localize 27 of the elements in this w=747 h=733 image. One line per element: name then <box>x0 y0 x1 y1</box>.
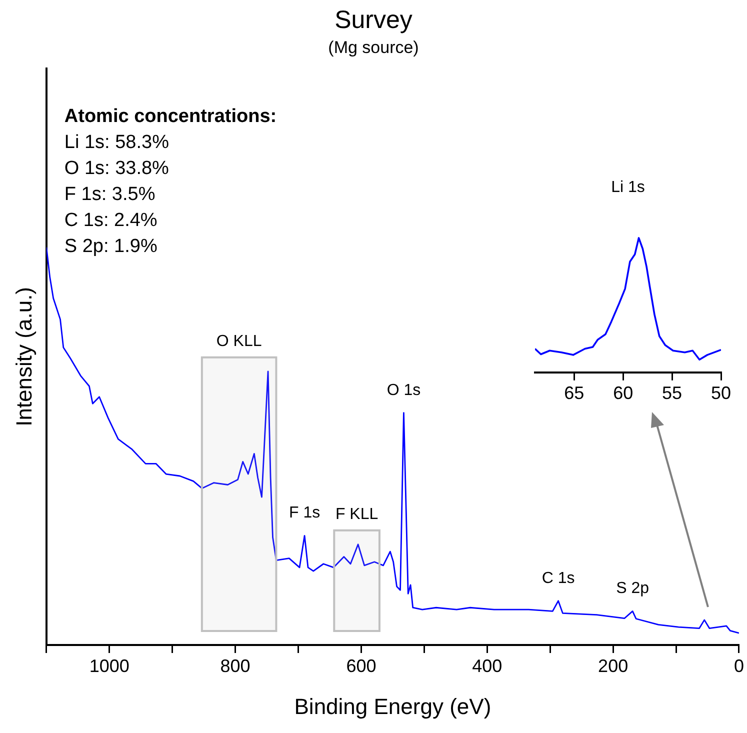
chart-subtitle: (Mg source) <box>328 38 419 57</box>
annotation: F 1s <box>288 504 320 522</box>
x-tick-label: 1000 <box>89 656 130 676</box>
annotation: C 1s <box>542 570 575 587</box>
x-tick-label: 200 <box>598 656 628 676</box>
text: O 1s: 33.8% <box>64 158 170 179</box>
text: F 1s: 3.5% <box>64 184 156 205</box>
band-label: O KLL <box>216 332 262 350</box>
x-tick-label: 60 <box>613 383 634 404</box>
x-tick-label: 0 <box>734 656 744 676</box>
band-label: F KLL <box>335 506 378 523</box>
text: Li 1s: 58.3% <box>64 132 170 153</box>
x-tick-label: 600 <box>346 656 376 676</box>
y-axis-title: Intensity (a.u.) <box>11 287 36 426</box>
x-tick-label: 400 <box>472 656 502 676</box>
x-tick-label: 50 <box>710 383 732 404</box>
chart-title: Survey <box>334 6 413 34</box>
text: Atomic concentrations: <box>64 106 277 127</box>
x-axis-title: Binding Energy (eV) <box>294 694 492 719</box>
chart-title: Li 1s <box>611 179 645 196</box>
annotation: O 1s <box>386 382 421 399</box>
annotation: S 2p: 1.9% <box>64 236 158 257</box>
annotation: S 2p <box>616 580 650 598</box>
x-tick-label: 800 <box>220 656 250 676</box>
text: C 1s: 2.4% <box>64 210 158 231</box>
x-tick-label: 65 <box>564 383 584 404</box>
x-tick-label: 55 <box>662 383 682 404</box>
